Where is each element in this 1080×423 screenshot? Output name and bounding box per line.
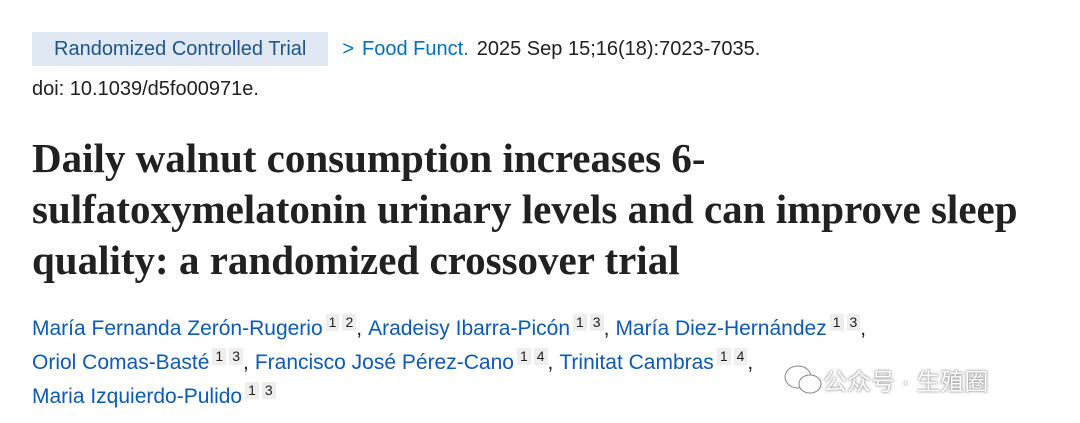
author-link[interactable]: Trinitat Cambras xyxy=(559,351,714,374)
author-link[interactable]: Francisco José Pérez-Cano xyxy=(254,351,514,374)
affiliation-number[interactable]: 3 xyxy=(589,314,604,331)
publication-type-badge: Randomized Controlled Trial xyxy=(32,32,329,66)
affiliation-number[interactable]: 1 xyxy=(245,382,259,399)
affiliation-number[interactable]: 4 xyxy=(733,348,748,365)
author-link[interactable]: María Diez-Hernández xyxy=(615,317,827,340)
affiliation-number[interactable]: 1 xyxy=(829,314,844,331)
affiliation-number[interactable]: 1 xyxy=(516,348,531,365)
affiliation-number[interactable]: 1 xyxy=(716,348,731,365)
affiliation-number[interactable]: 3 xyxy=(261,382,276,399)
affiliation-number[interactable]: 1 xyxy=(325,314,340,331)
article-title: Daily walnut consumption increases 6-sul… xyxy=(32,135,1018,283)
author-link[interactable]: María Fernanda Zerón-Rugerio xyxy=(32,317,323,340)
watermark: 公众号 · 生殖圈 xyxy=(783,362,988,397)
author-list: María Fernanda Zerón-Rugerio 1 2, Aradeisy … xyxy=(32,312,1062,414)
citation: 2025 Sep 15;16(18):7023-7035. xyxy=(476,37,761,60)
author-link[interactable]: Oriol Comas-Basté xyxy=(32,351,210,374)
affiliation-number[interactable]: 4 xyxy=(533,348,548,365)
header: Randomized Controlled Trial > Food Funct… xyxy=(32,32,760,66)
separator: , xyxy=(356,317,363,340)
author-link[interactable]: Maria Izquierdo-Pulido xyxy=(32,385,243,408)
separator: , xyxy=(860,317,867,340)
author-link[interactable]: Aradeisy Ibarra-Picón xyxy=(368,317,570,340)
doi: doi: 10.1039/d5fo00971e. xyxy=(32,78,259,100)
separator: , xyxy=(747,351,754,374)
separator: , xyxy=(603,317,610,340)
separator: , xyxy=(547,351,554,374)
watermark-text: 公众号 · 生殖圈 xyxy=(823,369,989,396)
wechat-icon xyxy=(784,365,822,393)
affiliation-number[interactable]: 2 xyxy=(342,314,357,331)
affiliation-number[interactable]: 1 xyxy=(212,348,227,365)
chevron: > xyxy=(342,37,355,60)
journal-link[interactable]: Food Funct. xyxy=(362,37,469,60)
separator: , xyxy=(242,351,249,374)
affiliation-number[interactable]: 1 xyxy=(573,314,587,331)
affiliation-number[interactable]: 3 xyxy=(229,348,243,365)
affiliation-number[interactable]: 3 xyxy=(846,314,861,331)
